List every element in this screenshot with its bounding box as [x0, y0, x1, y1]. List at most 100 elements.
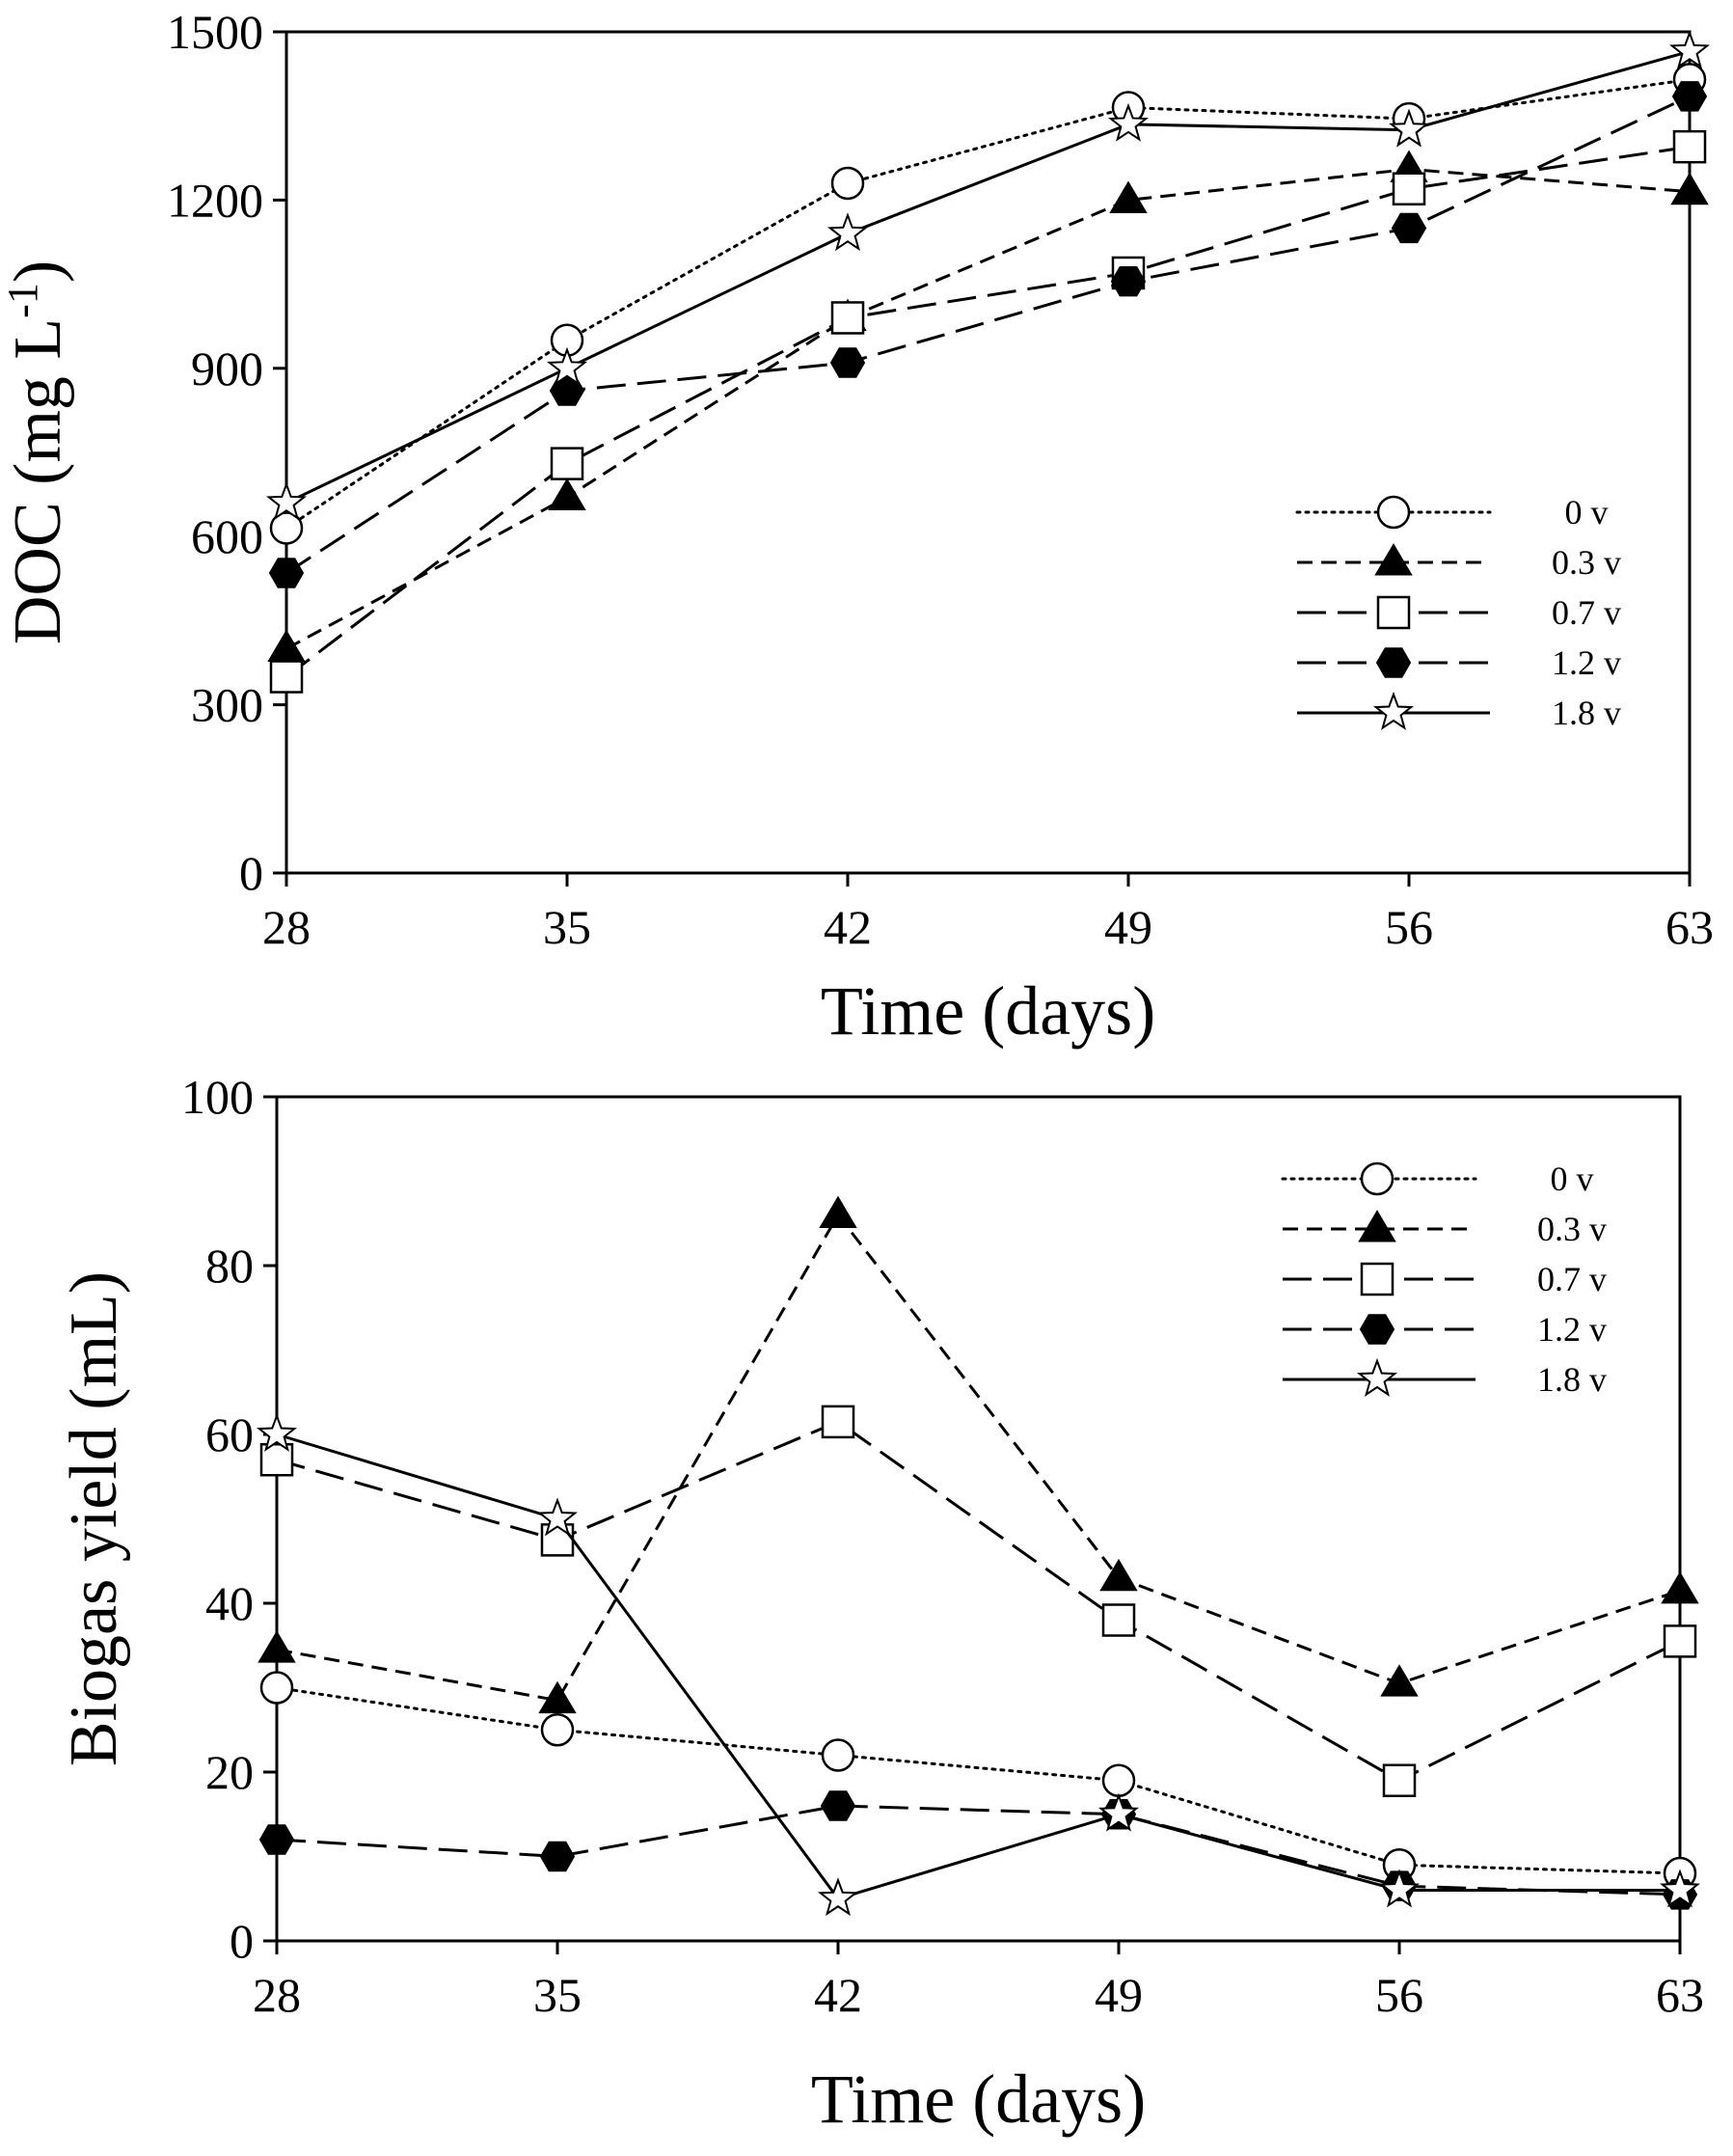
- x-tick-label: 49: [1104, 900, 1152, 954]
- data-point: [1110, 265, 1147, 297]
- x-axis-title: Time (days): [811, 2060, 1146, 2138]
- legend-label: 0.3 v: [1552, 543, 1621, 582]
- series-line: [285, 145, 1691, 678]
- series-0-3-v: [257, 1195, 1699, 1714]
- data-point: [830, 166, 865, 201]
- y-axis-title-superscript: -1: [0, 283, 46, 318]
- data-point: [1392, 172, 1426, 206]
- x-tick-label: 28: [253, 1968, 301, 2022]
- x-tick-label: 63: [1656, 1968, 1704, 2022]
- legend: 0 v 0.3 v 0.7 v 1.2 v 1.8 v: [1281, 1160, 1607, 1399]
- x-tick-label: 28: [262, 900, 311, 954]
- data-point: [817, 1877, 859, 1917]
- series-line: [285, 49, 1691, 505]
- legend-marker: [1375, 647, 1412, 678]
- data-point: [1671, 81, 1708, 112]
- data-point: [1097, 1792, 1140, 1832]
- data-point: [259, 1443, 294, 1477]
- x-axis-title: Time (days): [821, 972, 1155, 1050]
- doc-chart: 0 300 600 900 1200 1500 28 35 42 49 56 63 Time (days…: [0, 5, 1714, 1050]
- x-tick-label: 42: [824, 900, 872, 954]
- data-point: [1107, 102, 1150, 142]
- legend-marker: [1374, 543, 1413, 576]
- biogas-chart: 0 20 40 60 80 100 28 35 42 49 56 63 Time (days) Bioga…: [57, 1070, 1704, 2138]
- series-line: [275, 1686, 1682, 1875]
- x-tick-label: 35: [533, 1968, 582, 2022]
- legend-marker: [1360, 1262, 1395, 1296]
- data-point: [548, 478, 586, 511]
- data-point: [820, 1790, 856, 1821]
- data-point: [268, 558, 305, 588]
- series-line: [276, 1804, 1681, 1897]
- y-axis-title: DOC (mg L-1): [0, 260, 75, 644]
- legend-label: 1.8 v: [1552, 694, 1621, 732]
- legend-marker: [1376, 495, 1411, 530]
- data-point: [540, 1523, 575, 1557]
- data-point: [1670, 172, 1709, 205]
- y-tick-label: 1500: [167, 5, 263, 59]
- plot-frame: [275, 1095, 1682, 1943]
- series-line: [276, 1212, 1681, 1703]
- legend-label: 0 v: [1565, 493, 1609, 532]
- data-point: [829, 347, 866, 378]
- legend-marker: [1358, 1210, 1396, 1242]
- data-point: [1388, 108, 1430, 148]
- data-point: [549, 375, 585, 406]
- data-point: [1663, 1624, 1697, 1658]
- series-1-8-v: [265, 30, 1711, 521]
- x-tick-label: 49: [1095, 1968, 1143, 2022]
- data-point: [550, 447, 584, 480]
- series-line: [276, 1420, 1681, 1783]
- x-tick-label: 42: [814, 1968, 862, 2022]
- data-point: [267, 629, 306, 663]
- x-tick-label: 56: [1385, 900, 1433, 954]
- series-0-7-v: [259, 1405, 1697, 1797]
- legend-marker: [1376, 595, 1411, 630]
- data-point: [257, 1630, 296, 1663]
- legend-label: 0 v: [1551, 1160, 1594, 1198]
- x-tick-label: 35: [543, 900, 591, 954]
- data-point: [269, 511, 304, 545]
- plot-frame: [284, 30, 1692, 875]
- y-tick-label: 1200: [167, 173, 263, 227]
- data-point: [1659, 1869, 1701, 1908]
- data-point: [830, 301, 865, 335]
- data-point: [1672, 129, 1707, 164]
- data-point: [259, 1671, 294, 1705]
- series-line: [284, 77, 1692, 530]
- data-point: [1380, 1664, 1419, 1697]
- series-line: [285, 167, 1691, 650]
- data-point: [1382, 1763, 1417, 1797]
- legend-label: 0.7 v: [1552, 593, 1621, 632]
- x-tick-label: 63: [1665, 900, 1714, 954]
- legend-label: 0.7 v: [1537, 1260, 1607, 1298]
- legend-label: 1.2 v: [1552, 643, 1621, 682]
- y-axis-title-text: DOC (mg L: [1, 318, 75, 644]
- y-tick-label: 900: [191, 341, 263, 396]
- series-line: [276, 1433, 1680, 1900]
- data-point: [1661, 1570, 1699, 1604]
- data-point: [1668, 30, 1711, 69]
- series-0-3-v: [267, 150, 1709, 663]
- y-tick-label: 60: [205, 1407, 254, 1461]
- data-point: [258, 1824, 295, 1855]
- x-tick-label: 56: [1375, 1968, 1423, 2022]
- legend-label: 0.3 v: [1537, 1210, 1607, 1248]
- data-point: [826, 212, 869, 252]
- series-0-v: [269, 63, 1707, 545]
- legend-label: 1.2 v: [1537, 1310, 1607, 1349]
- data-point: [539, 1841, 576, 1872]
- series-1-2-v: [268, 81, 1708, 588]
- legend-label: 1.8 v: [1537, 1360, 1607, 1399]
- legend-marker: [1359, 1314, 1395, 1345]
- data-point: [536, 1497, 579, 1537]
- data-point: [1101, 1603, 1136, 1637]
- legend-marker: [1372, 691, 1415, 730]
- data-point: [540, 1713, 575, 1747]
- y-tick-label: 0: [230, 1914, 254, 1968]
- y-tick-label: 300: [191, 678, 263, 732]
- y-axis-title-close: ): [1, 260, 75, 283]
- data-point: [819, 1195, 857, 1229]
- data-point: [1101, 1763, 1136, 1797]
- legend-marker: [1360, 1161, 1395, 1196]
